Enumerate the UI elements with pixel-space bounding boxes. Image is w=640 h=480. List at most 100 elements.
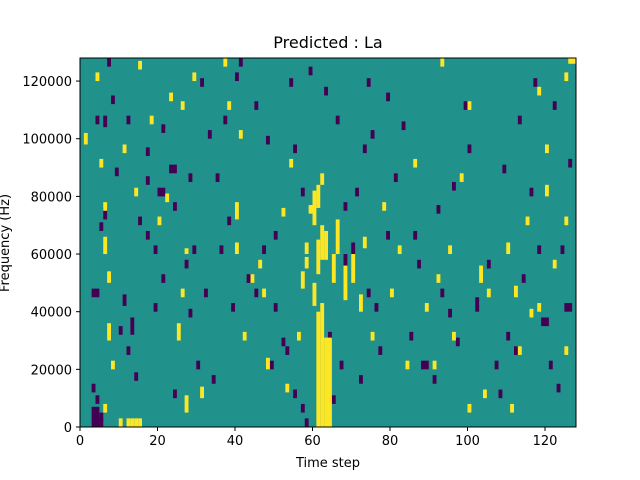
heatmap-cell-low — [99, 222, 104, 231]
heatmap-cell-high — [370, 331, 375, 341]
heatmap-cell-low — [138, 216, 142, 226]
heatmap-cell-low — [200, 78, 204, 87]
heatmap-cell-high — [486, 288, 491, 298]
heatmap-cell-high — [180, 288, 185, 298]
heatmap-cell-low — [95, 115, 100, 125]
heatmap-cell-high — [227, 101, 232, 110]
heatmap-cell-high — [238, 130, 243, 139]
x-tick-label: 60 — [304, 434, 321, 449]
heatmap-cell-low — [161, 124, 166, 133]
heatmap-cell-low — [192, 245, 197, 255]
heatmap-cell-high — [467, 403, 472, 413]
heatmap-cell-low — [517, 115, 522, 125]
heatmap-cell-low — [386, 230, 390, 240]
heatmap-cell-high — [382, 202, 387, 211]
heatmap-cell-low — [328, 331, 332, 341]
heatmap-cell-low — [231, 303, 235, 312]
heatmap-cell-low — [114, 167, 119, 177]
heatmap-cell-high — [331, 254, 336, 283]
heatmap-cell-low — [533, 78, 538, 87]
heatmap-cell-low — [207, 130, 212, 139]
heatmap-cell-high — [316, 311, 321, 427]
heatmap-cell-low — [91, 288, 100, 298]
heatmap-cell-low — [463, 101, 468, 110]
x-axis: 0 20 40 60 80 100 120 — [76, 427, 557, 449]
heatmap-cell-high — [258, 259, 263, 269]
heatmap-cell-high — [351, 254, 356, 283]
heatmap-cell-high — [467, 101, 472, 110]
heatmap-cell-low — [289, 78, 294, 87]
heatmap-cell-high — [448, 245, 452, 255]
heatmap-cell-low — [455, 337, 460, 347]
heatmap-cell-low — [103, 115, 108, 128]
heatmap-cell-low — [215, 173, 220, 182]
heatmap-cell-high — [176, 323, 181, 341]
heatmap-cell-low — [126, 346, 131, 355]
heatmap-cell-high — [285, 383, 290, 393]
heatmap-cell-low — [293, 389, 297, 399]
heatmap-cell-high — [138, 418, 142, 427]
x-tick-label: 80 — [382, 434, 399, 449]
heatmap-cell-low — [374, 303, 379, 312]
heatmap-cell-low — [211, 375, 216, 384]
heatmap-cell-high — [362, 236, 367, 249]
x-tick-label: 20 — [149, 434, 166, 449]
heatmap-cell-high — [138, 60, 142, 70]
heatmap-cell-low — [370, 130, 375, 139]
y-tick-label: 40000 — [31, 306, 72, 321]
heatmap-cell-high — [122, 144, 127, 154]
heatmap-cell-high — [107, 323, 111, 341]
heatmap-cell-high — [316, 184, 321, 208]
heatmap-cell-low — [134, 372, 139, 381]
heatmap-cell-low — [537, 245, 542, 255]
heatmap-cell-low — [541, 317, 549, 327]
heatmap-cell-low — [145, 147, 150, 157]
heatmap-cell-low — [564, 303, 573, 312]
heatmap-cell-low — [99, 412, 104, 422]
heatmap-cell-low — [227, 216, 232, 226]
heatmap-cell-high — [103, 202, 108, 211]
heatmap-cell-high — [99, 158, 104, 168]
heatmap-cell-low — [366, 78, 371, 87]
heatmap-cell-low — [335, 115, 340, 125]
heatmap-cell-low — [153, 245, 158, 255]
heatmap-cell-high — [529, 308, 534, 318]
heatmap-cell-low — [351, 242, 356, 255]
heatmap-cell-high — [552, 259, 557, 269]
heatmap-cell-low — [281, 337, 286, 347]
heatmap-cell-high — [184, 395, 189, 413]
y-tick-label: 120000 — [22, 75, 72, 90]
heatmap-cell-low — [254, 288, 259, 298]
heatmap-cell-low — [118, 326, 123, 335]
heatmap-cell-low — [401, 121, 406, 131]
heatmap-cell-high — [180, 101, 185, 110]
heatmap-cell-high — [192, 72, 197, 82]
heatmap-cell-low — [157, 187, 166, 197]
heatmap-cell-low — [204, 288, 208, 298]
heatmap-cell-high — [424, 303, 429, 312]
heatmap-cell-low — [145, 230, 150, 240]
heatmap-cell-high — [111, 360, 115, 370]
heatmap-cell-high — [343, 265, 348, 301]
heatmap-cell-high — [134, 187, 139, 197]
heatmap-cell-high — [118, 418, 123, 427]
heatmap-cell-low — [173, 202, 177, 211]
heatmap-cell-high — [165, 193, 170, 203]
heatmap-cell-low — [556, 383, 561, 393]
heatmap-cell-low — [436, 205, 441, 214]
heatmap-cell-low — [188, 308, 193, 318]
heatmap-cell-low — [386, 92, 390, 102]
heatmap-cell-low — [246, 274, 251, 283]
heatmap-cell-low — [417, 259, 421, 269]
heatmap-cell-high — [83, 132, 88, 145]
heatmap-cell-low — [304, 418, 309, 427]
heatmap-cell-high — [413, 158, 418, 168]
heatmap-cell-high — [320, 303, 325, 427]
heatmap-cell-low — [475, 297, 480, 312]
heatmap-cell-low — [300, 403, 305, 413]
heatmap-cell-low — [467, 144, 472, 154]
heatmap-cell-high — [564, 72, 569, 82]
heatmap-cell-low — [452, 181, 456, 191]
heatmap-cell-low — [339, 360, 344, 370]
